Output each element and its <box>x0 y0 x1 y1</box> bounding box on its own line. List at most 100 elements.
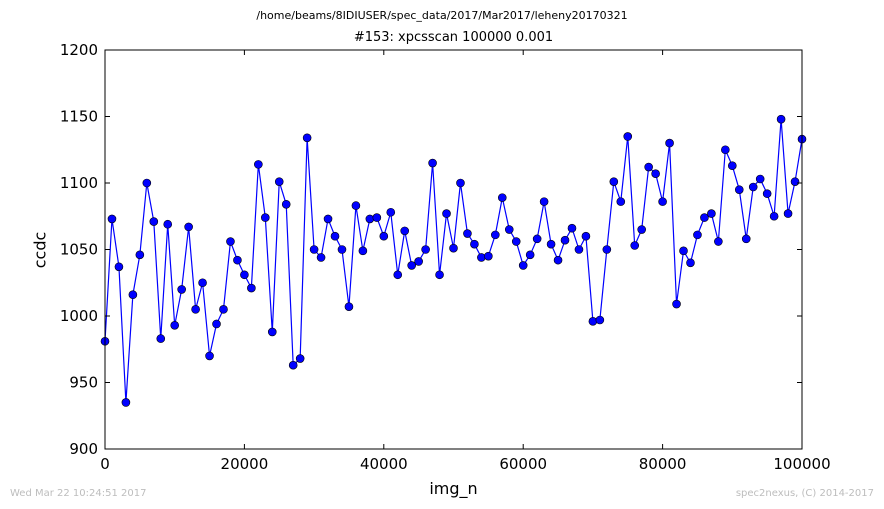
data-point <box>790 177 800 186</box>
data-point <box>295 354 305 363</box>
data-point <box>344 302 354 311</box>
data-point <box>184 222 193 232</box>
data-point <box>741 234 751 244</box>
data-point <box>693 230 702 240</box>
credit-footer: spec2nexus, (C) 2014-2017 <box>735 488 874 499</box>
y-tick-label: 1000 <box>60 307 98 325</box>
data-point <box>686 258 695 268</box>
data-point <box>721 145 730 155</box>
data-point <box>421 245 430 254</box>
data-point <box>407 261 416 270</box>
y-tick-label: 900 <box>69 440 98 458</box>
data-point <box>330 231 340 241</box>
data-point <box>588 317 598 326</box>
data-point <box>219 305 228 314</box>
data-point <box>261 213 270 222</box>
data-point <box>616 197 626 206</box>
y-tick-label: 1100 <box>60 174 98 192</box>
data-point <box>107 214 117 224</box>
data-point <box>128 290 138 300</box>
data-point <box>372 213 382 222</box>
data-point <box>274 177 284 186</box>
data-point <box>456 178 465 188</box>
data-point <box>637 225 646 234</box>
data-point <box>386 207 396 217</box>
data-point <box>316 253 326 262</box>
data-point <box>532 234 542 244</box>
data-point <box>226 237 235 246</box>
data-point <box>365 214 375 224</box>
data-point <box>114 262 124 272</box>
data-point <box>142 178 152 188</box>
data-point <box>518 261 528 270</box>
y-tick-label: 1150 <box>60 108 98 126</box>
data-point <box>351 201 361 210</box>
data-point <box>762 189 772 198</box>
data-point <box>755 174 765 184</box>
data-point <box>504 225 514 234</box>
data-point <box>560 235 570 245</box>
data-point <box>428 158 437 168</box>
x-tick-label: 60000 <box>499 455 547 473</box>
data-point <box>748 182 758 192</box>
data-point <box>609 177 619 186</box>
data-point <box>491 230 500 240</box>
x-tick-label: 40000 <box>360 455 408 473</box>
data-point <box>288 360 298 370</box>
data-point <box>602 245 612 254</box>
data-point <box>679 246 688 256</box>
data-point <box>393 270 403 280</box>
data-point <box>435 270 444 280</box>
data-point <box>714 237 723 246</box>
data-point <box>574 245 584 254</box>
data-point <box>212 319 221 329</box>
data-point <box>546 239 556 249</box>
data-point <box>630 241 640 250</box>
figure-suptitle: /home/beams/8IDIUSER/spec_data/2017/Mar2… <box>256 9 628 22</box>
x-axis-label: img_n <box>429 479 478 498</box>
data-point <box>463 229 472 238</box>
x-tick-label: 80000 <box>639 455 687 473</box>
data-point <box>309 245 319 254</box>
data-point <box>247 283 256 293</box>
data-point <box>525 250 535 260</box>
x-tick-label: 100000 <box>773 455 830 473</box>
data-point <box>177 285 186 294</box>
data-point <box>665 138 674 148</box>
data-point <box>477 253 486 262</box>
data-point <box>651 169 660 178</box>
data-point <box>727 161 737 171</box>
data-point <box>783 209 793 218</box>
x-tick-label: 0 <box>100 455 110 473</box>
data-point <box>644 162 653 172</box>
data-point <box>240 270 249 280</box>
data-point <box>553 255 563 265</box>
data-point <box>414 257 423 266</box>
data-point <box>470 239 479 249</box>
data-point <box>449 243 458 253</box>
data-point <box>623 132 633 141</box>
series-group <box>100 114 807 407</box>
data-point <box>163 219 173 229</box>
data-point <box>511 237 521 246</box>
data-point <box>658 197 667 206</box>
y-tick-label: 1200 <box>60 41 98 59</box>
data-point <box>135 250 145 260</box>
data-point <box>170 321 179 330</box>
data-point <box>205 351 214 361</box>
data-point <box>156 334 166 343</box>
data-point <box>672 299 681 309</box>
y-tick-label: 950 <box>69 374 98 392</box>
data-point <box>400 226 410 236</box>
plot-title: #153: xpcsscan 100000 0.001 <box>353 30 554 45</box>
data-point <box>254 160 263 169</box>
data-point <box>734 185 744 194</box>
data-point <box>776 114 786 124</box>
data-point <box>484 251 493 261</box>
data-point <box>539 197 549 206</box>
y-tick-label: 1050 <box>60 241 98 259</box>
data-point <box>323 214 333 224</box>
data-point <box>442 209 451 218</box>
data-point <box>191 305 200 314</box>
